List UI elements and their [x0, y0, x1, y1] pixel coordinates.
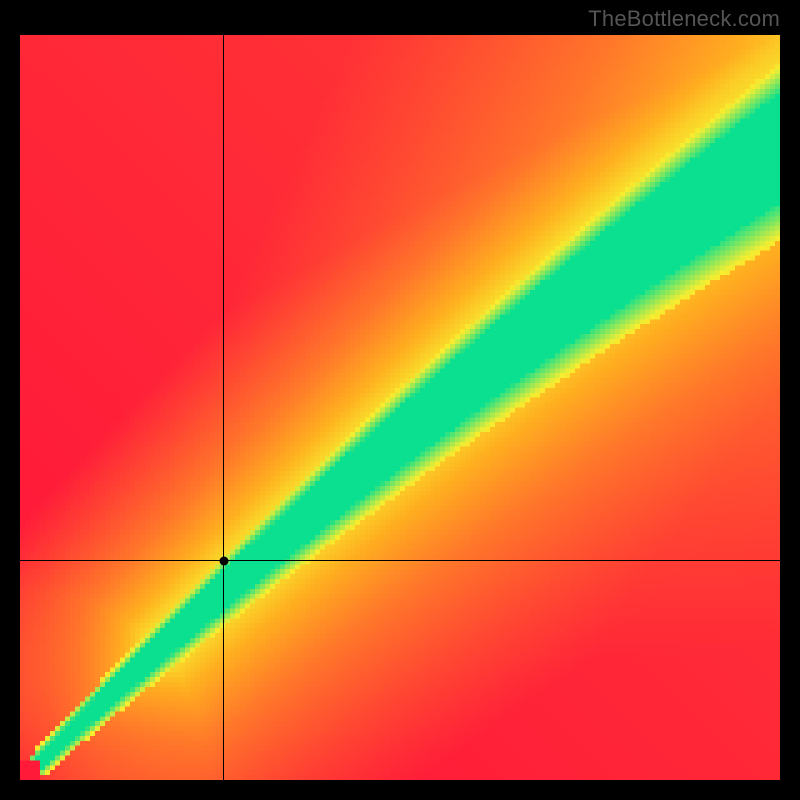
- crosshair-horizontal: [20, 560, 780, 561]
- source-watermark: TheBottleneck.com: [588, 6, 780, 32]
- crosshair-marker: [219, 556, 228, 565]
- heatmap-canvas: [20, 35, 780, 780]
- crosshair-vertical: [223, 35, 224, 780]
- heatmap-plot: [20, 35, 780, 780]
